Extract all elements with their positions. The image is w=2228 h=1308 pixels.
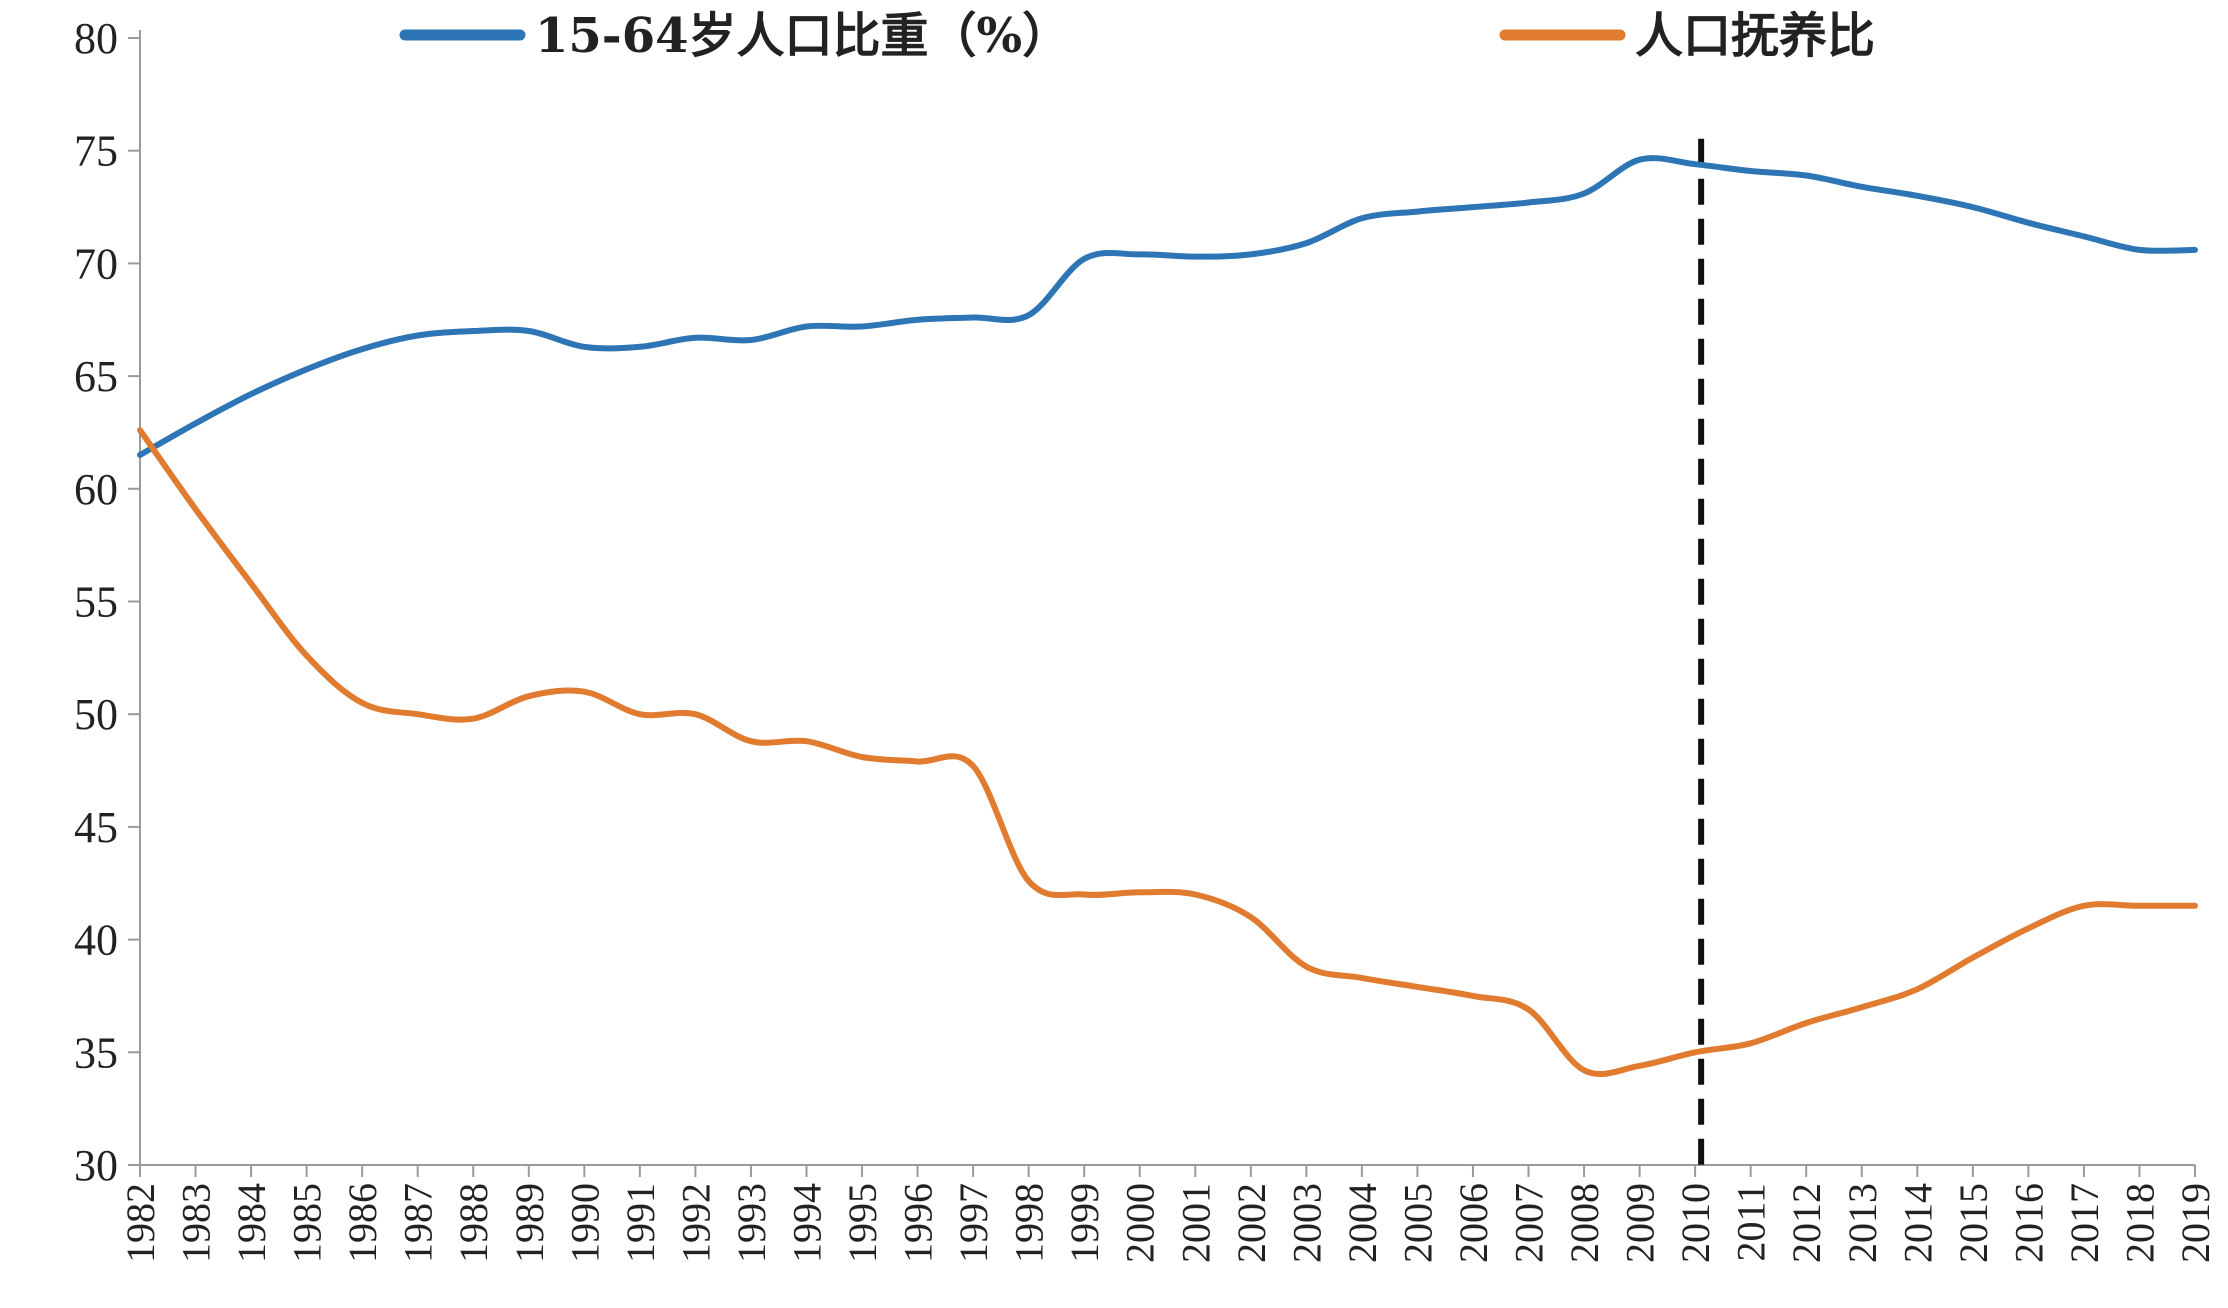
x-tick-label: 1987: [396, 1183, 441, 1263]
y-tick-label: 45: [74, 803, 118, 852]
x-tick-label: 2002: [1229, 1183, 1274, 1263]
y-tick-label: 30: [74, 1141, 118, 1190]
x-tick-label: 2019: [2173, 1183, 2218, 1263]
x-tick-label: 1991: [618, 1183, 663, 1263]
x-tick-label: 1994: [784, 1183, 829, 1263]
x-tick-label: 2017: [2062, 1183, 2107, 1263]
y-tick-label: 75: [74, 127, 118, 176]
y-axis-ticks: 30 35 40 45 50 55 60 65 70 75 80: [74, 14, 140, 1190]
x-tick-label: 2003: [1284, 1183, 1329, 1263]
x-tick-label: 1986: [340, 1183, 385, 1263]
series-line-2: [137, 427, 2198, 1077]
x-tick-label: 2006: [1451, 1183, 1496, 1263]
y-tick-label: 55: [74, 578, 118, 627]
y-tick-label: 65: [74, 352, 118, 401]
x-tick-label: 2009: [1618, 1183, 1663, 1263]
x-tick-label: 1983: [174, 1183, 219, 1263]
x-tick-label: 1992: [673, 1183, 718, 1263]
legend-label-series-1: 15-64岁人口比重（%）: [535, 8, 1070, 64]
y-tick-label: 50: [74, 690, 118, 739]
x-tick-label: 1995: [840, 1183, 885, 1263]
x-tick-label: 1993: [729, 1183, 774, 1263]
series-layer: [137, 155, 2198, 1077]
x-tick-label: 1984: [229, 1183, 274, 1263]
y-tick-label: 35: [74, 1028, 118, 1077]
x-tick-label: 2001: [1173, 1183, 1218, 1263]
x-tick-label: 2000: [1118, 1183, 1163, 1263]
y-tick-label: 40: [74, 916, 118, 965]
x-tick-label: 2011: [1729, 1183, 1774, 1262]
x-tick-label: 2016: [2006, 1183, 2051, 1263]
x-tick-label: 2007: [1507, 1183, 1552, 1263]
x-tick-label: 1990: [562, 1183, 607, 1263]
x-tick-label: 1982: [118, 1183, 163, 1263]
x-tick-label: 2015: [1951, 1183, 1996, 1263]
axes: [139, 30, 2195, 1166]
x-tick-label: 1999: [1062, 1183, 1107, 1263]
x-tick-label: 1989: [507, 1183, 552, 1263]
x-tick-label: 2014: [1895, 1183, 1940, 1263]
x-tick-label: 1998: [1007, 1183, 1052, 1263]
y-tick-label: 60: [74, 465, 118, 514]
x-tick-label: 2010: [1673, 1183, 1718, 1263]
x-tick-label: 2004: [1340, 1183, 1385, 1263]
legend-label-series-2: 人口抚养比: [1635, 8, 1875, 64]
series-line-1: [137, 155, 2198, 458]
x-tick-label: 1988: [451, 1183, 496, 1263]
x-tick-label: 2005: [1395, 1183, 1440, 1263]
legend: 15-64岁人口比重（%） 人口抚养比: [399, 8, 1875, 64]
x-tick-label: 1996: [896, 1183, 941, 1263]
y-tick-label: 70: [74, 239, 118, 288]
x-axis-ticks: 1982 1983 1984 1985 1986 1987 1988 1989 1990 1991…: [118, 1165, 2218, 1263]
y-tick-label: 80: [74, 14, 118, 63]
x-tick-label: 2012: [1784, 1183, 1829, 1263]
x-tick-label: 2008: [1562, 1183, 1607, 1263]
x-tick-label: 1997: [951, 1183, 996, 1263]
x-tick-label: 2018: [2117, 1183, 2162, 1263]
x-tick-label: 1985: [285, 1183, 330, 1263]
x-tick-label: 2013: [1840, 1183, 1885, 1263]
